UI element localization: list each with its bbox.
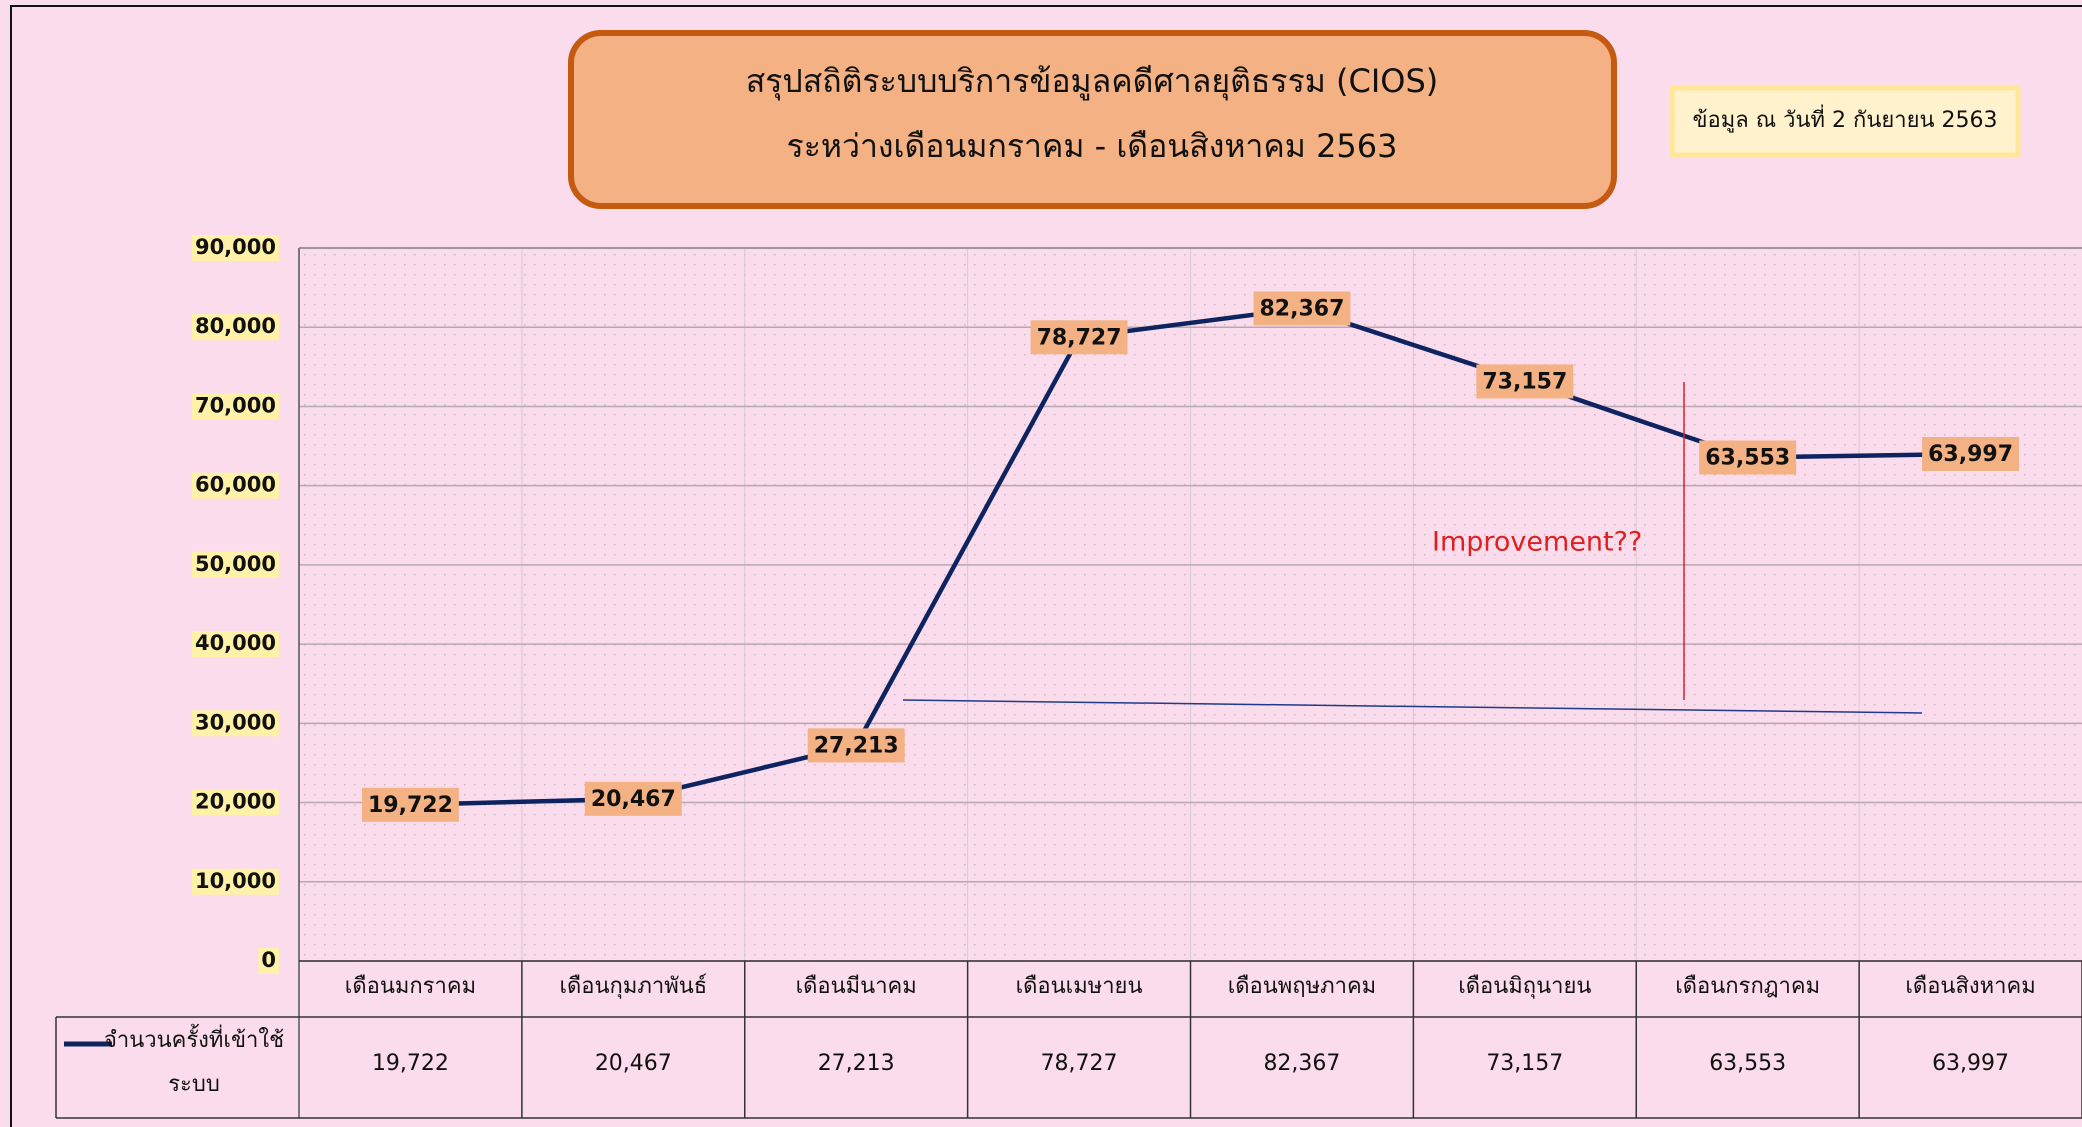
y-tick-label: 40,000: [195, 631, 276, 655]
data-label-box: [1922, 437, 2020, 472]
data-label: 19,722: [368, 793, 453, 818]
page-border: [10, 5, 2082, 1127]
annotation-baseline: [902, 699, 1923, 714]
x-tick-label: เดือนพฤษภาคม: [1228, 974, 1376, 999]
y-tick-highlight: [191, 235, 279, 261]
x-tick-label: เดือนมีนาคม: [796, 974, 917, 999]
y-tick-label: 80,000: [195, 314, 276, 338]
legend-label: จำนวนครั้งที่เข้าใช้ระบบ: [103, 1028, 285, 1097]
y-tick-highlight: [258, 948, 279, 974]
table-value: 73,157: [1486, 1051, 1563, 1076]
y-tick-highlight: [191, 551, 279, 578]
table-value: 82,367: [1263, 1051, 1340, 1076]
y-tick-label: 0: [261, 948, 276, 972]
data-label-box: [1253, 291, 1351, 326]
data-label-box: [807, 728, 905, 763]
data-label-box: [584, 781, 682, 816]
x-tick-label: เดือนกรกฎาคม: [1675, 974, 1820, 999]
data-label: 82,367: [1259, 296, 1344, 321]
data-label: 78,727: [1037, 325, 1122, 350]
data-label: 20,467: [591, 787, 676, 812]
y-tick-highlight: [191, 710, 279, 737]
title-box: [568, 30, 1617, 209]
table-value: 63,553: [1709, 1051, 1786, 1076]
legend-entry: จำนวนครั้งที่เข้าใช้ระบบ: [103, 1028, 285, 1097]
table-value: 63,997: [1932, 1051, 2009, 1076]
y-tick-highlight: [191, 789, 279, 816]
chart-title: สรุปสถิติระบบบริการข้อมูลคดีศาลยุติธรรม …: [746, 62, 1439, 101]
y-tick-label: 50,000: [195, 552, 276, 576]
data-label: 63,553: [1705, 446, 1790, 471]
y-tick-label: 60,000: [195, 473, 276, 497]
data-label: 27,213: [814, 733, 899, 758]
data-label: 73,157: [1482, 369, 1567, 394]
y-tick-highlight: [191, 314, 279, 341]
note: ข้อมูล ณ วันที่ 2 กันยายน 2563: [1692, 104, 1997, 133]
y-tick-label: 70,000: [195, 393, 276, 417]
y-tick-highlight: [191, 472, 279, 499]
y-tick-label: 90,000: [195, 235, 276, 259]
table-value: 27,213: [818, 1051, 895, 1076]
y-tick-highlight: [191, 393, 279, 420]
y-tick-label: 30,000: [195, 710, 276, 734]
data-label-box: [1699, 440, 1797, 475]
x-tick-label: เดือนสิงหาคม: [1905, 974, 2035, 999]
table-value: 19,722: [372, 1051, 449, 1076]
annotation: Improvement??: [1432, 527, 1642, 558]
y-tick-label: 10,000: [195, 869, 276, 893]
x-tick-label: เดือนกุมภาพันธ์: [559, 974, 707, 999]
data-label-box: [361, 787, 459, 822]
x-tick-label: เดือนเมษายน: [1016, 974, 1143, 999]
data-label-box: [1476, 364, 1574, 399]
data-label-box: [1030, 320, 1128, 355]
note-box: [1669, 85, 2021, 158]
table-value: 20,467: [595, 1051, 672, 1076]
y-tick-highlight: [191, 631, 279, 658]
table-value: 78,727: [1041, 1051, 1118, 1076]
x-tick-label: เดือนมกราคม: [345, 974, 476, 999]
chart-subtitle: ระหว่างเดือนมกราคม - เดือนสิงหาคม 2563: [787, 127, 1398, 165]
y-tick-highlight: [191, 868, 279, 895]
x-tick-label: เดือนมิถุนายน: [1458, 974, 1591, 999]
y-tick-label: 20,000: [195, 790, 276, 814]
data-label: 63,997: [1928, 442, 2013, 467]
